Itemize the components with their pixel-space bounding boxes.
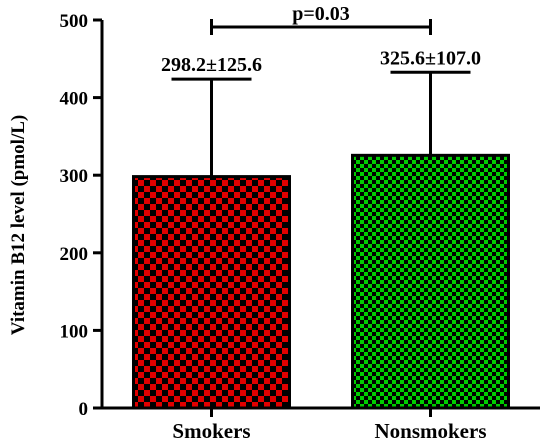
error-bars xyxy=(171,70,471,177)
y-tick-label: 400 xyxy=(60,89,89,110)
y-tick-label: 300 xyxy=(60,166,89,187)
x-axis: Smokers Nonsmokers xyxy=(100,406,540,443)
y-tick-label: 0 xyxy=(79,399,89,420)
bar-nonsmokers xyxy=(351,153,510,410)
y-axis: 0 100 200 300 400 500 xyxy=(60,11,104,420)
x-tick-label: Nonsmokers xyxy=(374,419,486,443)
bars xyxy=(132,153,510,410)
y-tick-label: 200 xyxy=(60,244,89,265)
y-tick-label: 500 xyxy=(60,11,89,32)
significance-bracket: p=0.03 xyxy=(210,3,432,35)
bar-smokers xyxy=(132,175,291,410)
significance-label: p=0.03 xyxy=(292,3,350,25)
x-tick-label: Smokers xyxy=(172,419,250,443)
data-label: 325.6±107.0 xyxy=(380,47,481,69)
data-label: 298.2±125.6 xyxy=(161,54,262,76)
y-axis-label: Vitamin B12 level (pmol/L) xyxy=(8,115,29,335)
y-tick-label: 100 xyxy=(60,321,89,342)
data-labels: 298.2±125.6 325.6±107.0 xyxy=(161,47,481,76)
